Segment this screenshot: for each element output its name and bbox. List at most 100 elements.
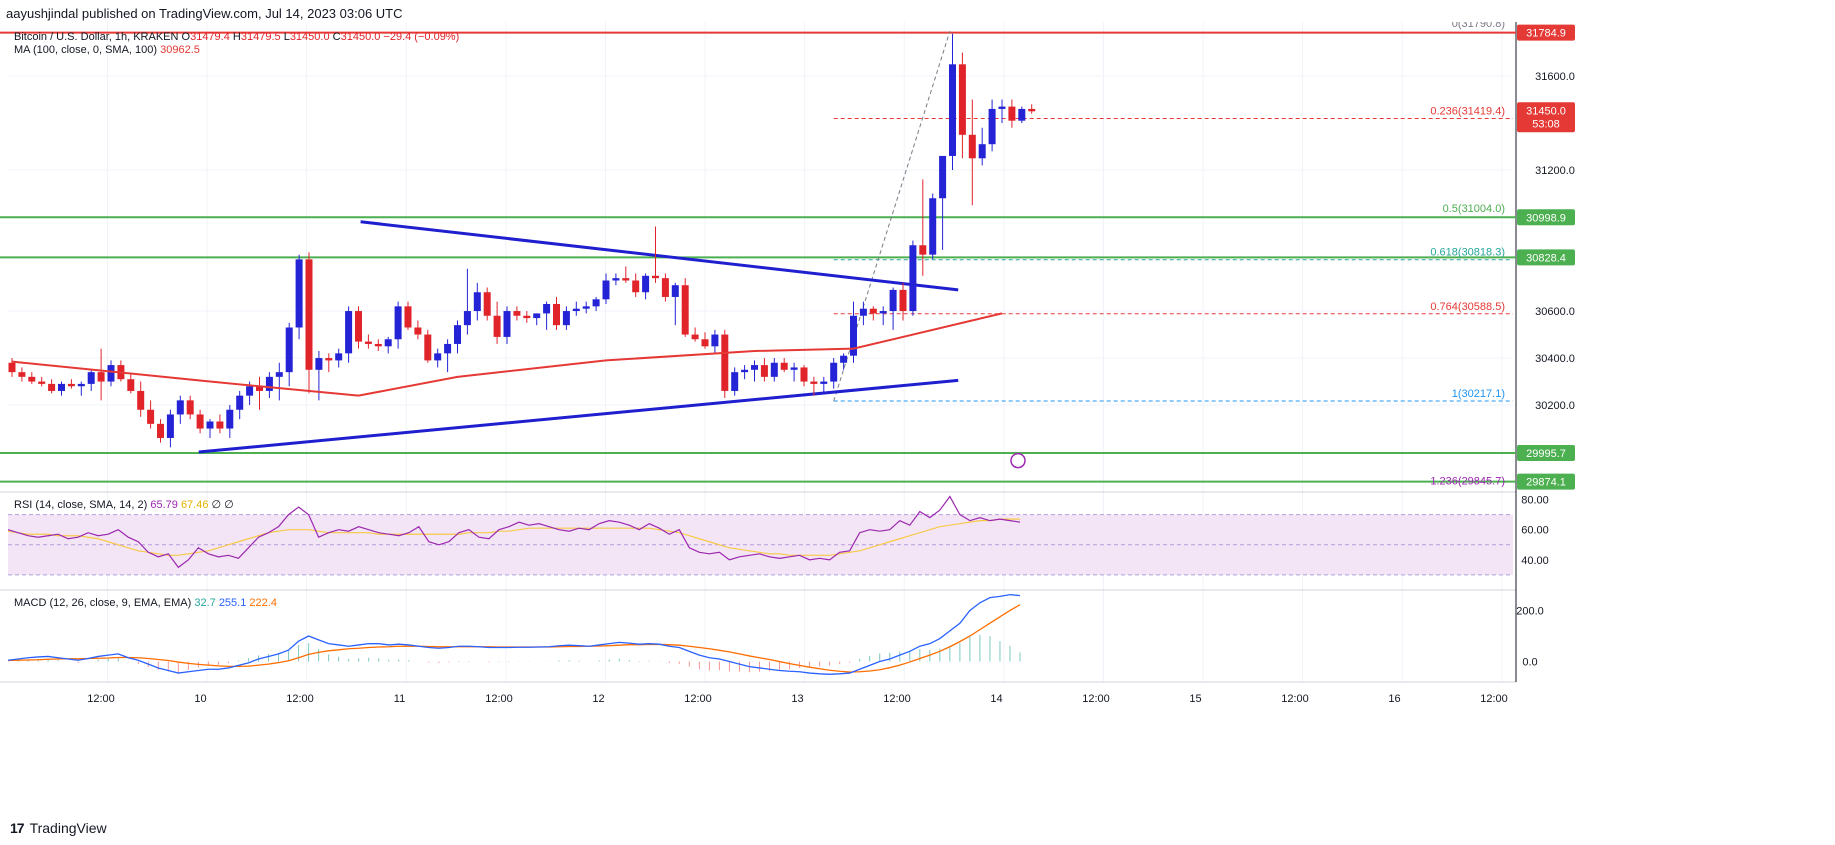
- time-axis-label: 14: [990, 693, 1002, 705]
- candle-body: [394, 306, 402, 340]
- candle-body: [246, 386, 254, 396]
- tradingview-logo[interactable]: 17 TradingView: [10, 820, 107, 836]
- fib-label: 0.764(30588.5): [1430, 301, 1505, 313]
- fib-label: 1(30217.1): [1452, 388, 1505, 400]
- candle-body: [582, 306, 590, 309]
- candle-body: [493, 315, 501, 337]
- candle-body: [186, 400, 194, 415]
- time-axis-label: 11: [394, 693, 405, 705]
- time-axis-label: 12: [592, 693, 604, 705]
- candle-body: [572, 308, 580, 312]
- ma100-line: [11, 312, 1003, 397]
- price-tag-label: 30998.9: [1526, 212, 1566, 224]
- candle-body: [216, 421, 224, 429]
- candle-body: [295, 259, 303, 328]
- candle-body: [275, 372, 283, 377]
- candle-body: [256, 386, 263, 391]
- candle-body: [454, 325, 461, 344]
- candle-body: [968, 134, 976, 159]
- candle-body: [127, 379, 135, 391]
- candle-body: [157, 423, 164, 438]
- candle-body: [48, 383, 56, 391]
- rsi-ma-line: [7, 518, 1020, 556]
- publisher-line: aayushjindal published on TradingView.co…: [6, 6, 403, 21]
- tradingview-logo-text: TradingView: [29, 820, 107, 836]
- candle-body: [285, 327, 293, 373]
- macd-line: [7, 593, 1021, 675]
- candle-body: [899, 289, 907, 312]
- macd-tick-label: 0.0: [1522, 657, 1537, 669]
- candle-body: [661, 278, 669, 297]
- candle-body: [612, 278, 620, 281]
- candle-body: [652, 275, 659, 279]
- candle-body: [67, 383, 75, 387]
- candle-body: [265, 376, 273, 391]
- candle-body: [315, 358, 323, 370]
- candle-body: [503, 311, 511, 337]
- candle-body: [77, 383, 85, 387]
- candle-body: [691, 334, 699, 340]
- candle-body: [305, 259, 313, 370]
- candle-body: [562, 311, 570, 326]
- price-tag: [1517, 249, 1575, 266]
- chart-area[interactable]: 0(31790.8) 0.236(31419.4) 0.5(31004.0) 0.61…: [0, 22, 1835, 818]
- time-axis-label: 12:00: [684, 693, 712, 705]
- candle-body: [909, 245, 917, 312]
- candle-body: [1028, 108, 1036, 112]
- price-tag: [1517, 445, 1575, 462]
- candle-body: [741, 369, 749, 373]
- time-axis-label: 15: [1189, 693, 1201, 705]
- bar-countdown: 53:08: [1532, 118, 1560, 130]
- price-tag: [1517, 209, 1575, 226]
- fib-label: 1.236(29845.7): [1430, 475, 1505, 487]
- rsi-line: [7, 495, 1021, 569]
- candle-body: [18, 372, 26, 377]
- candle-body: [345, 311, 353, 354]
- candle-body: [553, 304, 560, 326]
- time-axis-label: 12:00: [286, 693, 314, 705]
- candle-body: [939, 155, 947, 199]
- fib-label: 0(31790.8): [1452, 22, 1505, 30]
- candle-body: [107, 365, 115, 382]
- price-tick-label: 30600.0: [1535, 306, 1575, 318]
- candle-body: [196, 414, 204, 429]
- candle-body: [949, 64, 956, 156]
- candle-body: [483, 292, 491, 316]
- candle-body: [444, 343, 452, 354]
- candle-body: [790, 367, 798, 370]
- candle-body: [404, 306, 412, 328]
- event-icon: [1010, 452, 1026, 469]
- candle-body: [28, 376, 36, 382]
- macd-legend: MACD (12, 26, close, 9, EMA, EMA) 32.7 2…: [14, 597, 277, 609]
- price-tick-label: 30200.0: [1535, 400, 1575, 412]
- candle-body: [137, 390, 145, 410]
- candle-body: [998, 106, 1006, 109]
- candle-body: [226, 409, 234, 429]
- price-tick-label: 31600.0: [1535, 71, 1575, 83]
- rsi-legend: RSI (14, close, SMA, 14, 2) 65.79 67.46 …: [14, 499, 234, 511]
- time-axis-label: 12:00: [1082, 693, 1110, 705]
- candle-body: [889, 289, 897, 312]
- macd-signal-line: [7, 604, 1021, 673]
- candle-body: [147, 409, 155, 424]
- rsi-tick-label: 60.00: [1521, 525, 1549, 537]
- rsi-tick-label: 80.00: [1521, 495, 1549, 507]
- time-axis-label: 16: [1388, 693, 1400, 705]
- fib-label: 0.236(31419.4): [1430, 105, 1505, 117]
- candle-body: [38, 381, 46, 384]
- candle-body: [414, 327, 422, 335]
- candle-body: [958, 64, 966, 135]
- grid-lines: [8, 22, 1513, 682]
- price-tag-label: 31784.9: [1526, 28, 1566, 40]
- candle-body: [622, 278, 630, 281]
- candle-body: [721, 334, 729, 391]
- candle-body: [850, 315, 857, 356]
- candle-body: [830, 362, 838, 382]
- candle-body: [325, 358, 333, 361]
- candle-body: [543, 304, 551, 314]
- symbol-legend: Bitcoin / U.S. Dollar, 1h, KRAKEN O31479…: [14, 31, 459, 43]
- candle-body: [8, 362, 16, 373]
- candle-body: [711, 334, 719, 347]
- candle-body: [592, 299, 600, 307]
- price-tag: [1517, 473, 1575, 490]
